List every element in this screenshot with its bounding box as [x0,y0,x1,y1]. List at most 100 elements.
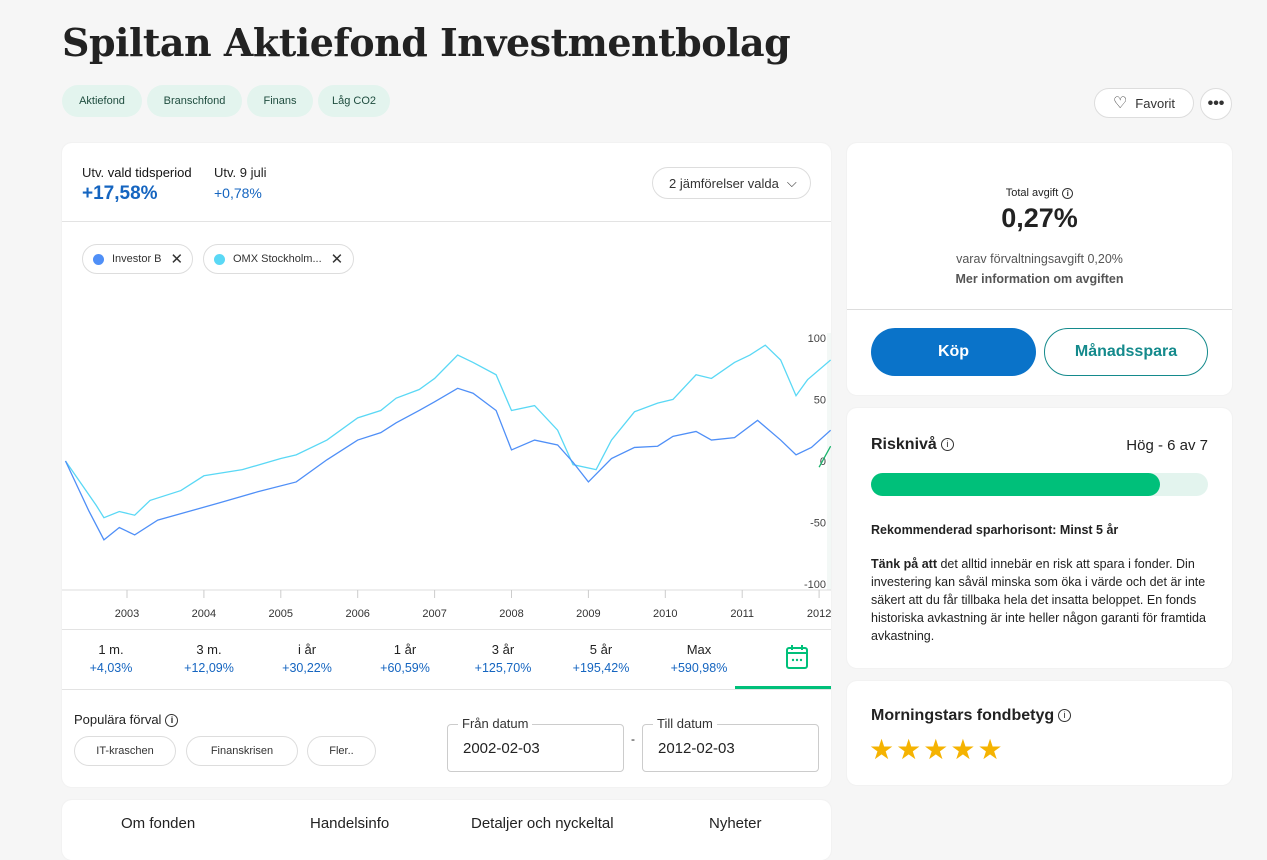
period-label: 1 m. [98,642,124,657]
tab-handelsinfo[interactable]: Handelsinfo [310,815,390,832]
period-label: 3 m. [196,642,222,657]
period-label: 5 år [589,642,613,657]
star-icon: ★ [896,734,922,765]
buy-button[interactable]: Köp [871,328,1036,376]
comparison-chip-investor-b[interactable]: Investor B ✕ [82,244,193,274]
x-tick-label: 2006 [345,608,369,620]
page-title: Spiltan Aktiefond Investmentbolag [62,20,791,65]
y-tick-label: -100 [804,579,826,591]
divider [62,689,831,690]
tab-nyheter[interactable]: Nyheter [709,815,762,832]
change-value: +17,58% [82,183,158,204]
close-icon[interactable]: ✕ [170,251,184,268]
x-tick-label: 2004 [192,608,216,620]
x-tick-label: 2003 [115,608,139,620]
x-tick-label: 2010 [653,608,677,620]
x-tick-label: 2007 [422,608,446,620]
risk-bar [871,473,1208,496]
period-value: +125,70% [474,661,532,675]
tag-finans[interactable]: Finans [247,85,313,117]
period-value: +195,42% [572,661,630,675]
risk-bar-fill [871,473,1160,496]
period-value: +590,98% [670,661,728,675]
performance-chart[interactable]: 100 50 0 -50 -100 2003 2004 2005 2006 2007 2008 200… [62,143,831,633]
y-tick-label: -50 [810,518,826,530]
presets-label: Populära förval i [74,712,179,728]
preset-more[interactable]: Fler.. [307,736,376,766]
chart-card: Utv. vald tidsperiod +17,58% Utv. 9 juli… [62,143,831,787]
period-tab[interactable]: 5 år +195,42% [552,642,650,675]
y-tick-label: 100 [808,333,826,345]
savings-horizon: Rekommenderad sparhorisont: Minst 5 år [871,523,1119,537]
period-label: 1 år [393,642,417,657]
period-tab[interactable]: 3 år +125,70% [454,642,552,675]
info-icon: i [1058,709,1072,723]
period-value: +4,03% [89,661,133,675]
to-date-field[interactable]: Till datum 2012-02-03 [642,716,819,772]
fee-info-link[interactable]: Mer information om avgiften [955,272,1124,286]
from-date-field[interactable]: Från datum 2002-02-03 [447,716,624,772]
y-tick-label: 0 [820,456,826,468]
tag-aktiefond[interactable]: Aktiefond [62,85,142,117]
period-label: Max [686,642,712,657]
heart-icon: ♡ [1112,95,1128,112]
calendar-icon[interactable] [748,644,846,676]
fund-range-band [827,333,831,590]
star-icon: ★ [950,734,976,765]
star-icon: ★ [869,734,895,765]
period-tab[interactable]: 3 m. +12,09% [160,642,258,675]
monthly-savings-button[interactable]: Månadsspara [1044,328,1208,376]
total-fee-value: 0,27% [1001,203,1078,233]
tab-detaljer[interactable]: Detaljer och nyckeltal [471,815,614,832]
comparison-chip-omx[interactable]: OMX Stockholm... ✕ [203,244,354,274]
info-icon[interactable]: i [165,714,179,728]
series-line-1 [64,387,831,541]
active-tab-indicator [735,686,831,689]
date-separator: - [631,732,635,746]
star-icon: ★ [923,734,949,765]
day-change-value: +0,78% [214,185,262,201]
x-tick-label: 2011 [730,608,754,620]
rating-card: Morningstars fondbetyg i ★★★★★ [847,681,1232,785]
preset-finanskrisen[interactable]: Finanskrisen [186,736,298,766]
risk-level-text: Hög - 6 av 7 [1126,437,1208,454]
tag-branschfond[interactable]: Branschfond [147,85,242,117]
x-tick-label: 2005 [269,608,293,620]
rating-title: Morningstars fondbetyg i [871,707,1072,725]
period-tab[interactable]: 1 m. +4,03% [62,642,160,675]
close-icon[interactable]: ✕ [330,251,344,268]
period-label: i år [297,642,317,657]
management-fee: varav förvaltningsavgift 0,20% [956,252,1123,266]
divider [847,309,1232,310]
change-label: Utv. vald tidsperiod [82,165,192,180]
series-line-2 [818,445,831,468]
x-tick-label: 2009 [576,608,600,620]
series-dot [214,253,225,265]
period-value: +60,59% [380,661,430,675]
period-tab[interactable]: i år +30,22% [258,642,356,675]
x-tick-label: 2008 [499,608,523,620]
star-icon: ★ [977,734,1003,765]
comparisons-dropdown[interactable]: 2 jämförelser valda ⌵ [652,167,811,199]
preset-it-kraschen[interactable]: IT-kraschen [74,736,176,766]
risk-warning: Tänk på att det alltid innebär en risk a… [871,557,1206,643]
info-icon[interactable]: i [1062,187,1074,199]
risk-card: Risknivå i Hög - 6 av 7 Rekommenderad spa… [847,408,1232,668]
x-tick-label: 2012 [807,608,831,620]
tab-om-fonden[interactable]: Om fonden [121,815,196,832]
period-value: +30,22% [282,661,332,675]
period-label: 3 år [491,642,515,657]
more-options-button[interactable]: ••• [1200,88,1232,120]
info-icon[interactable]: i [940,438,954,452]
series-line-0 [64,344,831,519]
more-icon: ••• [1207,95,1225,112]
day-change-label: Utv. 9 juli [214,165,267,180]
tag-lag-co2[interactable]: Låg CO2 [318,85,390,117]
chevron-down-icon: ⌵ [786,175,797,190]
favorite-button[interactable]: ♡ Favorit [1094,88,1194,118]
fund-tabs: Om fonden Handelsinfo Detaljer och nycke… [62,800,831,860]
period-tab[interactable]: 1 år +60,59% [356,642,454,675]
y-tick-label: 50 [814,394,826,406]
divider [62,221,831,222]
period-tab[interactable]: Max +590,98% [650,642,748,675]
